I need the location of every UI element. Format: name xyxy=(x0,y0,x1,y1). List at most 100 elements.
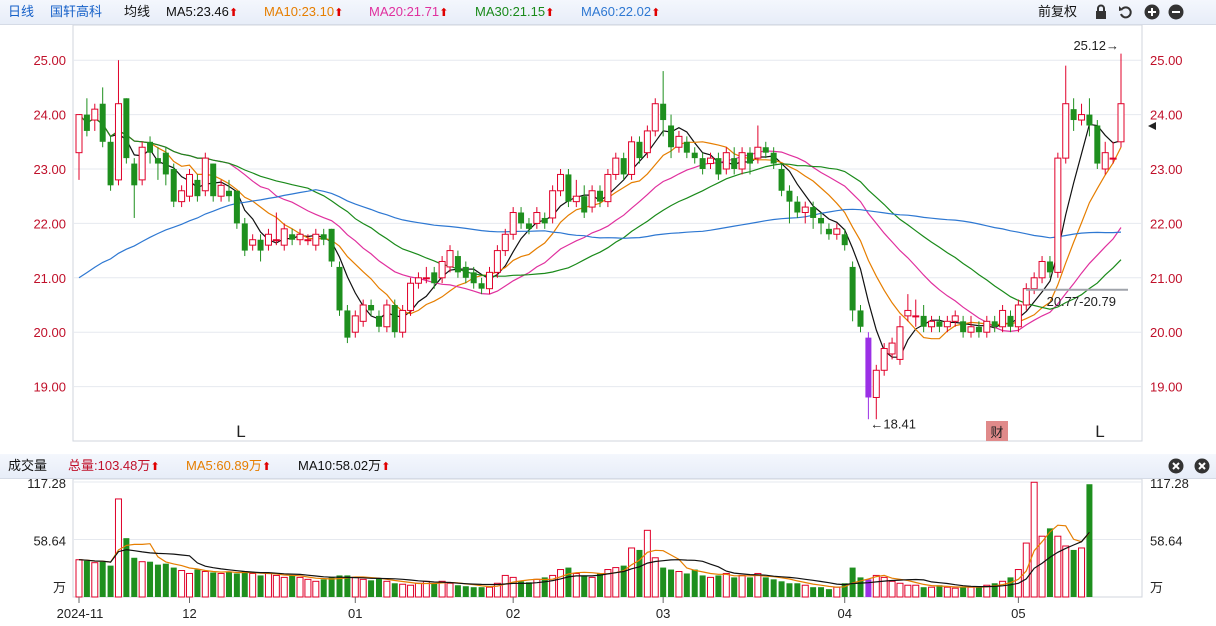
undo-icon[interactable] xyxy=(1118,4,1134,28)
volume-bar xyxy=(778,581,785,597)
candle-body xyxy=(1101,152,1109,170)
candle-body xyxy=(928,320,936,328)
volume-bar xyxy=(810,587,817,597)
candle xyxy=(967,315,975,338)
candle-body xyxy=(896,326,904,360)
volume-bar xyxy=(470,587,477,597)
close-icon[interactable] xyxy=(1194,458,1210,482)
up-arrow-icon: ⬆ xyxy=(334,7,344,19)
candle-body xyxy=(857,310,864,327)
candle-body xyxy=(794,201,801,213)
adjust-selector[interactable]: 前复权 xyxy=(1038,4,1078,19)
candle xyxy=(344,305,351,344)
candle xyxy=(668,114,675,159)
candle-body xyxy=(264,233,272,246)
candle xyxy=(304,234,312,246)
candle-body xyxy=(683,141,690,153)
candle xyxy=(683,136,690,159)
volume-bar xyxy=(1046,528,1053,597)
candle-body xyxy=(801,206,809,214)
candle xyxy=(296,228,304,246)
candle xyxy=(241,217,248,257)
volume-bar xyxy=(1062,545,1070,598)
candle-body xyxy=(880,348,888,371)
candle xyxy=(518,207,525,229)
zoom-out-icon[interactable] xyxy=(1168,4,1184,28)
y-tick-label-right: 23.00 xyxy=(1150,162,1183,177)
candle xyxy=(770,147,777,169)
candle xyxy=(485,266,493,295)
ma30-legend: MA30:21.15⬆ xyxy=(475,0,554,25)
ma5-value: MA5:23.46 xyxy=(166,4,229,19)
volume-bar xyxy=(786,583,793,597)
candle-body xyxy=(668,125,675,148)
y-tick-label-left: 20.00 xyxy=(33,325,66,340)
y-tick-label-left: 24.00 xyxy=(33,108,66,123)
candle-body xyxy=(967,326,975,333)
candle xyxy=(525,217,532,235)
volume-bar xyxy=(399,583,407,598)
candle-body xyxy=(904,309,912,317)
candle xyxy=(83,98,90,137)
candle-body xyxy=(707,157,715,165)
event-marker-l: L xyxy=(236,422,245,441)
candle xyxy=(841,228,848,251)
volume-bar xyxy=(383,580,391,598)
volume-y-tick-left: 117.28 xyxy=(27,479,66,491)
candle xyxy=(75,114,83,180)
up-arrow-icon: ⬆ xyxy=(651,7,661,19)
volume-bar xyxy=(699,575,706,597)
volume-bar xyxy=(1038,535,1046,598)
volume-bar xyxy=(794,583,801,597)
volume-bar xyxy=(99,561,106,597)
candle-body xyxy=(296,233,304,241)
candle xyxy=(549,185,557,224)
candle-body xyxy=(1117,103,1125,143)
volume-bar xyxy=(289,575,296,597)
candle-body xyxy=(628,141,636,175)
y-tick-label-left: 22.00 xyxy=(33,216,66,231)
y-tick-label-right: 24.00 xyxy=(1150,108,1183,123)
candle xyxy=(1007,310,1014,333)
candle-body xyxy=(454,256,461,273)
candle-body xyxy=(304,239,312,242)
stock-name[interactable]: 国轩高科 xyxy=(50,4,103,19)
candle-body xyxy=(936,321,943,327)
period-selector[interactable]: 日线 xyxy=(8,4,35,19)
candle-body xyxy=(691,152,698,159)
candle xyxy=(249,234,257,251)
indicator-selector[interactable]: 均线 xyxy=(124,4,151,19)
lock-icon[interactable] xyxy=(1094,4,1108,28)
candle-body xyxy=(943,320,951,328)
candle-body xyxy=(746,152,753,164)
candle xyxy=(651,98,659,137)
volume-bar xyxy=(967,586,975,598)
high-price-label: 25.12→ xyxy=(1073,38,1119,53)
volume-bar xyxy=(375,578,382,597)
volume-bar xyxy=(414,582,422,598)
candle xyxy=(810,201,817,229)
candle-body xyxy=(470,272,477,284)
candle-body xyxy=(722,152,730,170)
volume-bar xyxy=(833,586,841,598)
settings-icon[interactable] xyxy=(1168,458,1184,482)
candle xyxy=(391,299,398,338)
candle-body xyxy=(138,146,146,181)
volume-ma5-legend: MA5:60.89万⬆ xyxy=(186,454,271,479)
candle-body xyxy=(414,277,422,284)
volume-chart[interactable]: 117.28 117.28 58.64 58.64 万 万 2024-11 12 01 02 03 0… xyxy=(0,479,1216,626)
volume-bar xyxy=(241,571,248,597)
candle xyxy=(462,261,469,284)
candle-body xyxy=(549,190,557,219)
candle xyxy=(896,315,904,365)
volume-bar xyxy=(707,576,715,598)
zoom-in-icon[interactable] xyxy=(1144,4,1160,28)
volume-bar xyxy=(280,576,288,598)
volume-bar xyxy=(91,562,99,598)
volume-bar xyxy=(344,575,351,597)
candle-body xyxy=(162,152,169,175)
price-chart[interactable]: 25.00 25.00 24.00 24.00 23.00 23.00 22.00 22.00… xyxy=(0,25,1216,453)
candle-body xyxy=(565,174,572,202)
volume-bar xyxy=(1030,481,1038,598)
candle xyxy=(99,87,106,148)
